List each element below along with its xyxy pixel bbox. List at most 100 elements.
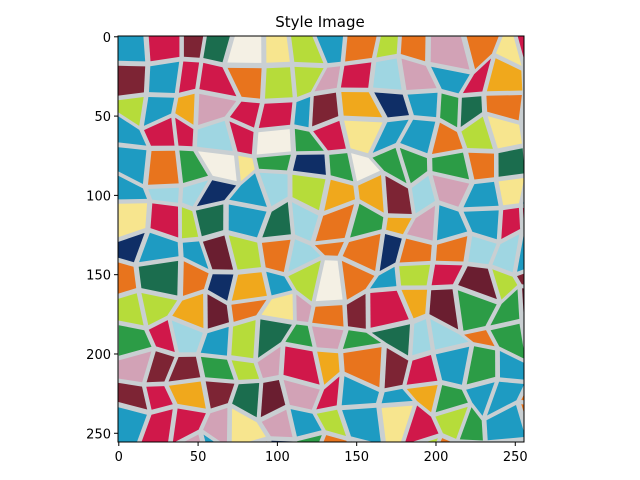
mosaic-tile [118, 325, 152, 356]
mosaic-tile [231, 272, 267, 301]
mosaic-tile [358, 175, 384, 213]
x-tick-label: 0 [115, 450, 123, 465]
mosaic-tile [316, 409, 346, 436]
mosaic-tile [195, 204, 224, 237]
mosaic-tile [257, 346, 281, 378]
mosaic-tile [468, 152, 494, 180]
mosaic-tile [372, 119, 409, 153]
mosaic-tile [182, 241, 209, 269]
mosaic-tile [501, 207, 521, 239]
mosaic-tile [400, 119, 436, 154]
mosaic-tile [399, 264, 431, 286]
mosaic-tile [460, 444, 488, 467]
mosaic-tile [141, 409, 173, 442]
mosaic-tile [118, 116, 147, 146]
mosaic-tile [401, 289, 428, 319]
mosaic-tile [517, 36, 524, 60]
x-axis: 0 50 100 150 200 250 [115, 442, 528, 465]
mosaic-tile [314, 66, 341, 92]
mosaic-tile [463, 210, 499, 240]
mosaic-tile [370, 266, 397, 289]
mosaic-tile [498, 177, 524, 206]
mosaic-tile [141, 293, 178, 326]
mosaic-tile [486, 95, 522, 121]
mosaic-tile [181, 207, 199, 239]
mosaic-tile [118, 65, 146, 96]
mosaic-tile [207, 274, 234, 301]
mosaic-tile [340, 62, 372, 88]
y-tick-label: 150 [86, 269, 111, 284]
mosaic-tile [203, 407, 228, 442]
mosaic-tile [377, 450, 405, 468]
mosaic-tile [435, 406, 468, 439]
mosaic-tile [530, 348, 550, 381]
mosaic-tile [118, 175, 147, 200]
mosaic-tile [118, 203, 148, 238]
mosaic-tile [490, 289, 520, 326]
mosaic-tile [385, 175, 412, 214]
mosaic-tile [527, 146, 549, 178]
mosaic-tile [118, 351, 152, 383]
mosaic-tile [263, 441, 267, 442]
mosaic-tile [432, 122, 463, 154]
mosaic-tile [292, 154, 326, 175]
mosaic-tile [399, 147, 428, 184]
mosaic-tile [148, 36, 180, 62]
mosaic-tile [525, 435, 549, 466]
x-tick-label: 100 [265, 450, 290, 465]
mosaic-tile [118, 262, 137, 294]
mosaic-tile [431, 66, 470, 94]
mosaic-tile [351, 153, 380, 182]
mosaic-tile [499, 351, 524, 380]
mosaic-tile [386, 217, 412, 235]
mosaic-tile [258, 102, 293, 128]
mosaic-tile [168, 381, 206, 409]
mosaic-tile [399, 238, 432, 263]
mosaic-tile [524, 120, 549, 144]
y-tick-label: 100 [86, 189, 111, 204]
mosaic-tile [146, 386, 173, 410]
mosaic-tile [205, 381, 235, 409]
mosaic-tile [412, 319, 431, 356]
mosaic-tile [296, 294, 312, 322]
mosaic-tile [522, 207, 524, 228]
mosaic-tile [265, 67, 293, 99]
mosaic-tile [261, 293, 293, 320]
mosaic-tile [198, 151, 237, 182]
mosaic-tile [200, 326, 229, 356]
mosaic-tile [143, 97, 175, 126]
mosaic-tile [259, 172, 288, 207]
mosaic-tile [435, 385, 468, 413]
mosaic-tile [231, 320, 256, 359]
mosaic-tile [139, 232, 179, 263]
mosaic-tile [118, 36, 146, 62]
mosaic-tile [285, 324, 313, 347]
mosaic-tile [261, 409, 293, 438]
mosaic-tile [429, 289, 459, 330]
mosaic-tile [324, 179, 355, 211]
mosaic-tile [523, 199, 524, 204]
mosaic-tile [341, 92, 383, 118]
mosaic-tile [466, 36, 499, 70]
mosaic-tile [297, 435, 322, 442]
mosaic-tile [372, 147, 407, 184]
mosaic-tile [183, 434, 201, 442]
mosaic-tile [524, 322, 549, 359]
mosaic-tile [462, 58, 491, 94]
mosaic-tile [459, 407, 483, 441]
mosaic-tile [182, 180, 209, 207]
mosaic-tile [370, 290, 409, 328]
mosaic-tile [492, 269, 518, 300]
mosaic-tile [228, 235, 261, 270]
mosaic-tile [435, 236, 468, 262]
x-tick-label: 250 [503, 450, 528, 465]
mosaic-tile [227, 36, 262, 63]
mosaic-tile [292, 202, 319, 242]
mosaic-tile [312, 305, 344, 327]
mosaic-tile [498, 148, 524, 177]
mosaic-tile [400, 36, 426, 62]
mosaic-tile [146, 351, 175, 383]
mosaic-tile [262, 202, 291, 238]
mosaic-tile [256, 154, 291, 171]
mosaic-tile [381, 388, 413, 404]
